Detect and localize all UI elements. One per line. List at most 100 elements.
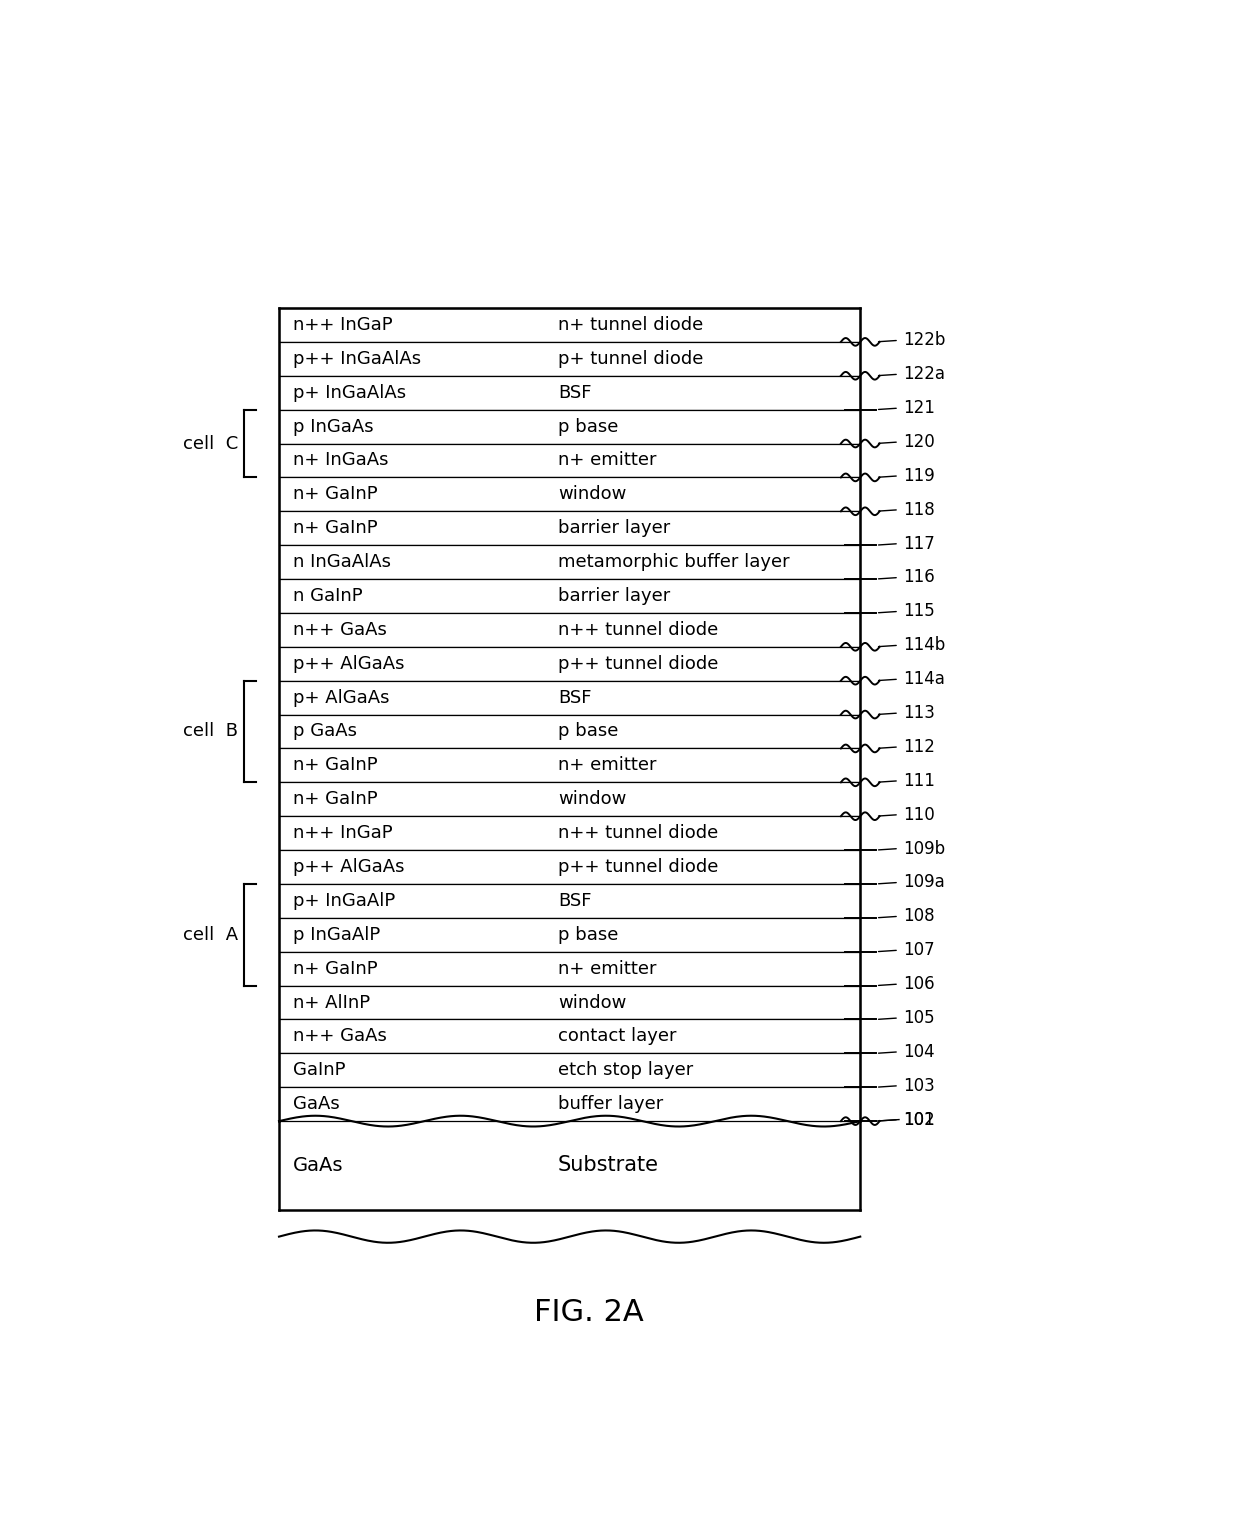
Text: BSF: BSF [558, 688, 591, 707]
Bar [279, 782, 861, 816]
Bar [279, 545, 861, 579]
Text: 119: 119 [903, 467, 935, 485]
Text: cell  B: cell B [184, 722, 238, 741]
Text: p++ tunnel diode: p++ tunnel diode [558, 654, 718, 673]
Text: p+ AlGaAs: p+ AlGaAs [293, 688, 389, 707]
Text: n++ GaAs: n++ GaAs [293, 621, 387, 639]
Text: p InGaAs: p InGaAs [293, 417, 373, 436]
Text: n+ emitter: n+ emitter [558, 959, 656, 978]
Bar [279, 613, 861, 647]
Text: n++ tunnel diode: n++ tunnel diode [558, 824, 718, 842]
Text: window: window [558, 790, 626, 808]
Text: BSF: BSF [558, 892, 591, 910]
Text: 104: 104 [903, 1043, 935, 1061]
Text: p base: p base [558, 926, 619, 944]
Bar [279, 850, 861, 884]
Text: 103: 103 [903, 1076, 935, 1095]
Text: n+ GaInP: n+ GaInP [293, 756, 377, 775]
Text: 109b: 109b [903, 839, 945, 858]
Text: 114b: 114b [903, 636, 945, 654]
Text: 108: 108 [903, 907, 935, 926]
Text: 114a: 114a [903, 670, 945, 688]
Text: 110: 110 [903, 805, 935, 824]
Text: n+ GaInP: n+ GaInP [293, 519, 377, 537]
Text: 102: 102 [903, 1110, 935, 1129]
Text: 121: 121 [903, 399, 935, 417]
Text: contact layer: contact layer [558, 1027, 677, 1046]
Text: n+ emitter: n+ emitter [558, 756, 656, 775]
Bar [279, 376, 861, 410]
Text: 122b: 122b [903, 331, 945, 350]
Text: window: window [558, 485, 626, 504]
Text: n++ GaAs: n++ GaAs [293, 1027, 387, 1046]
Text: 101: 101 [903, 1110, 935, 1129]
Text: n+ emitter: n+ emitter [558, 451, 656, 470]
Text: n+ GaInP: n+ GaInP [293, 790, 377, 808]
Text: n++ tunnel diode: n++ tunnel diode [558, 621, 718, 639]
Text: p base: p base [558, 722, 619, 741]
Text: BSF: BSF [558, 383, 591, 402]
Bar [279, 1053, 861, 1087]
Text: GaAs: GaAs [293, 1157, 343, 1175]
Text: cell  C: cell C [182, 434, 238, 453]
Bar [279, 477, 861, 511]
Bar [279, 1019, 861, 1053]
Text: 113: 113 [903, 704, 935, 722]
Bar [279, 647, 861, 681]
Bar [279, 715, 861, 748]
Bar [279, 444, 861, 477]
Text: n+ InGaAs: n+ InGaAs [293, 451, 388, 470]
Bar [279, 511, 861, 545]
Text: 122a: 122a [903, 365, 945, 383]
Text: p+ tunnel diode: p+ tunnel diode [558, 350, 703, 368]
Text: p+ InGaAlAs: p+ InGaAlAs [293, 383, 405, 402]
Text: 109a: 109a [903, 873, 945, 892]
Text: p++ AlGaAs: p++ AlGaAs [293, 858, 404, 876]
Text: window: window [558, 993, 626, 1012]
Text: n GaInP: n GaInP [293, 587, 362, 605]
Bar [279, 579, 861, 613]
Text: n++ InGaP: n++ InGaP [293, 824, 393, 842]
Text: n+ GaInP: n+ GaInP [293, 959, 377, 978]
Bar [279, 748, 861, 782]
Text: 120: 120 [903, 433, 935, 451]
Text: GaInP: GaInP [293, 1061, 346, 1080]
Text: p base: p base [558, 417, 619, 436]
Text: 116: 116 [903, 568, 935, 587]
Text: metamorphic buffer layer: metamorphic buffer layer [558, 553, 790, 571]
Bar [279, 1087, 861, 1121]
Text: buffer layer: buffer layer [558, 1095, 663, 1113]
Bar [279, 918, 861, 952]
Text: barrier layer: barrier layer [558, 519, 671, 537]
Text: p+ InGaAlP: p+ InGaAlP [293, 892, 396, 910]
Text: 106: 106 [903, 975, 935, 993]
Text: n InGaAlAs: n InGaAlAs [293, 553, 391, 571]
Text: 115: 115 [903, 602, 935, 621]
Text: etch stop layer: etch stop layer [558, 1061, 693, 1080]
Text: p++ AlGaAs: p++ AlGaAs [293, 654, 404, 673]
Text: p GaAs: p GaAs [293, 722, 357, 741]
Text: p++ tunnel diode: p++ tunnel diode [558, 858, 718, 876]
Text: 107: 107 [903, 941, 935, 959]
Text: n+ AlInP: n+ AlInP [293, 993, 370, 1012]
Bar [279, 952, 861, 986]
Text: 117: 117 [903, 534, 935, 553]
Bar [279, 816, 861, 850]
Bar [279, 342, 861, 376]
Text: FIG. 2A: FIG. 2A [534, 1298, 644, 1327]
Text: p InGaAlP: p InGaAlP [293, 926, 381, 944]
Text: cell  A: cell A [182, 926, 238, 944]
Text: barrier layer: barrier layer [558, 587, 671, 605]
Text: n++ InGaP: n++ InGaP [293, 316, 393, 334]
Text: n+ GaInP: n+ GaInP [293, 485, 377, 504]
Bar [279, 410, 861, 444]
Text: p++ InGaAlAs: p++ InGaAlAs [293, 350, 422, 368]
Text: 111: 111 [903, 772, 935, 790]
Bar [279, 884, 861, 918]
Text: 112: 112 [903, 738, 935, 756]
Text: GaAs: GaAs [293, 1095, 340, 1113]
Bar [279, 681, 861, 715]
Text: 105: 105 [903, 1009, 935, 1027]
Text: Substrate: Substrate [558, 1155, 658, 1175]
Bar [279, 986, 861, 1019]
